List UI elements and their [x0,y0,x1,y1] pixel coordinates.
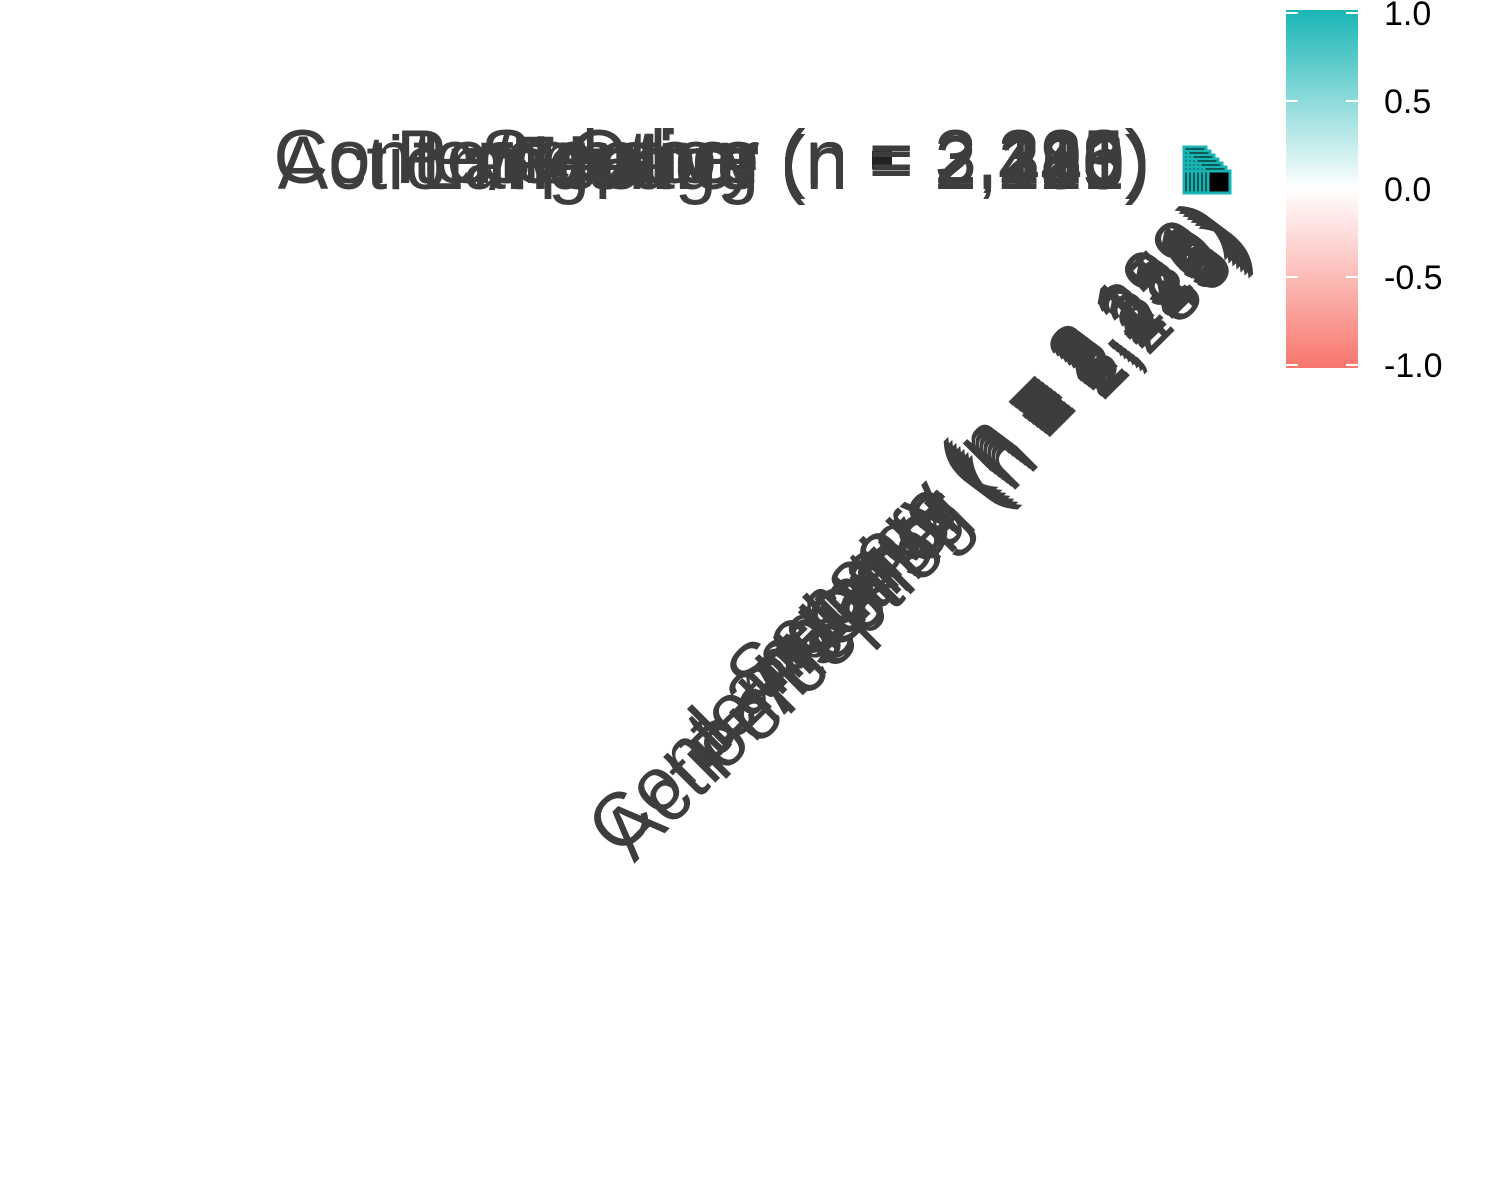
legend-tick-label: 0.5 [1384,83,1431,121]
legend-tick-label: 0.0 [1384,171,1431,209]
legend-tick-label: 1.0 [1384,0,1431,33]
row-labels: Perception (n = 2,286)Action/Feeling (n … [273,115,1150,206]
column-label: Sensory (n = 2,199) [709,184,1243,718]
heatmap-tile [872,151,892,169]
legend-tick-label: -0.5 [1384,259,1443,297]
row-label: Other (n = 3,225) [569,115,1150,200]
row-label: Sensory (n = 2,199) [480,115,1150,200]
color-legend: 1.0 0.5 0.0 -0.5 -1.0 [1286,0,1443,385]
column-labels: Perception (n = 2,286)Action/Feeling (n … [571,184,1267,876]
row-label: Language (n = 2,251) [421,121,1150,206]
row-label: Contemplative (n = 2,313) [273,115,1150,200]
legend-ticks: 1.0 0.5 0.0 -0.5 -1.0 [1286,0,1443,385]
row-label: Humor (n = 2,120) [531,121,1150,206]
heatmap-tile [1206,169,1232,195]
row-label: Action/Feeling (n = 2,445) [278,121,1150,206]
legend-tick-label: -1.0 [1384,347,1443,385]
heatmap-tiles [872,145,1232,195]
row-label: Perception (n = 2,286) [396,115,1150,200]
